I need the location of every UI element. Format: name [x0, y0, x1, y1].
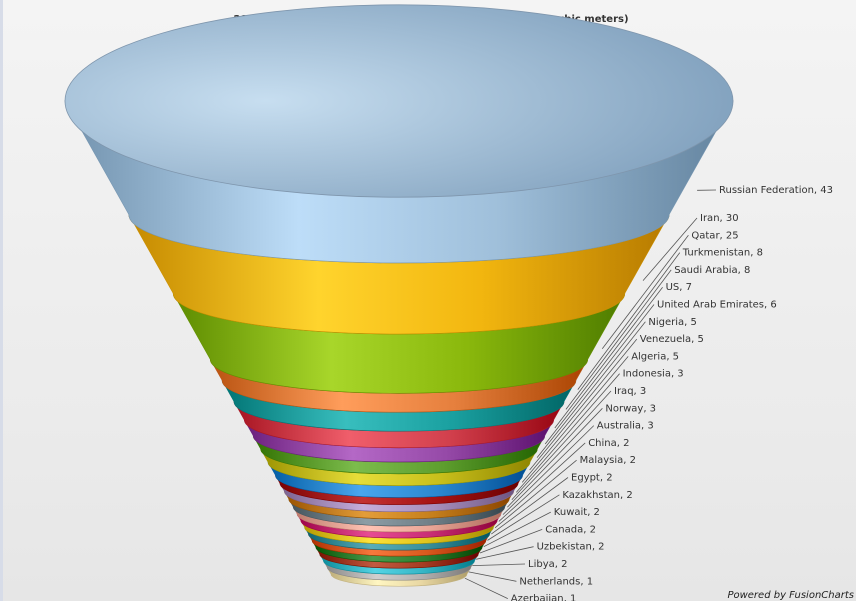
label-connector — [529, 338, 638, 471]
powered-by-text: Powered by FusionCharts — [727, 590, 854, 601]
segment-label-canada: Canada, 2 — [545, 524, 596, 535]
label-connector — [507, 408, 603, 508]
label-connector — [472, 563, 526, 566]
funnel-chart: Russian Federation, 43 Iran, 30 Qatar, 25 T… — [64, 4, 833, 601]
segment-label-azerbaijan: Azerbaijan, 1 — [511, 594, 577, 601]
segment-label-malaysia: Malaysia, 2 — [580, 455, 636, 466]
label-connector — [476, 546, 534, 560]
label-connector — [536, 321, 646, 458]
label-connector — [565, 269, 672, 410]
label-connector — [494, 459, 577, 529]
label-connector — [577, 252, 681, 390]
label-connector — [487, 494, 560, 541]
segment-label-norway: Norway, 3 — [605, 403, 656, 414]
label-connector — [498, 442, 586, 522]
segment-label-uzbekistan: Uzbekistan, 2 — [537, 542, 605, 553]
label-connector — [515, 373, 620, 493]
segment-label-libya: Libya, 2 — [528, 559, 567, 570]
segment-label-kuwait: Kuwait, 2 — [554, 507, 600, 518]
segment-label-iraq: Iraq, 3 — [614, 386, 646, 397]
segment-label-nigeria: Nigeria, 5 — [648, 317, 697, 328]
label-connector — [554, 286, 663, 429]
segment-label-qatar: Qatar, 25 — [691, 230, 738, 241]
label-connector — [511, 390, 612, 501]
segment-label-united-arab-emirates: United Arab Emirates, 6 — [657, 300, 777, 311]
label-connector — [502, 425, 595, 515]
label-connector — [521, 356, 629, 483]
segment-label-egypt: Egypt, 2 — [571, 473, 613, 484]
funnel-top-opening — [64, 4, 734, 198]
segment-label-indonesia: Indonesia, 3 — [623, 369, 684, 380]
segment-label-china: China, 2 — [588, 438, 629, 449]
segment-label-algeria: Algeria, 5 — [631, 351, 679, 362]
segment-label-russian-federation: Russian Federation, 43 — [719, 185, 833, 196]
label-connector — [491, 477, 569, 535]
segment-label-saudi-arabia: Saudi Arabia, 8 — [674, 265, 750, 276]
label-connector — [544, 304, 655, 445]
label-connector — [642, 217, 698, 281]
segment-label-australia: Australia, 3 — [597, 421, 654, 432]
segment-label-venezuela: Venezuela, 5 — [640, 334, 704, 345]
segment-label-netherlands: Netherlands, 1 — [519, 576, 593, 587]
segment-label-turkmenistan: Turkmenistan, 8 — [682, 248, 763, 259]
label-connector — [601, 235, 689, 349]
label-connector — [479, 529, 543, 554]
segment-label-iran: Iran, 30 — [700, 213, 739, 224]
label-connector — [483, 511, 551, 548]
segment-label-us: US, 7 — [666, 282, 692, 293]
label-connector — [464, 577, 508, 599]
label-connector — [468, 571, 517, 582]
segment-label-kazakhstan: Kazakhstan, 2 — [562, 490, 632, 501]
